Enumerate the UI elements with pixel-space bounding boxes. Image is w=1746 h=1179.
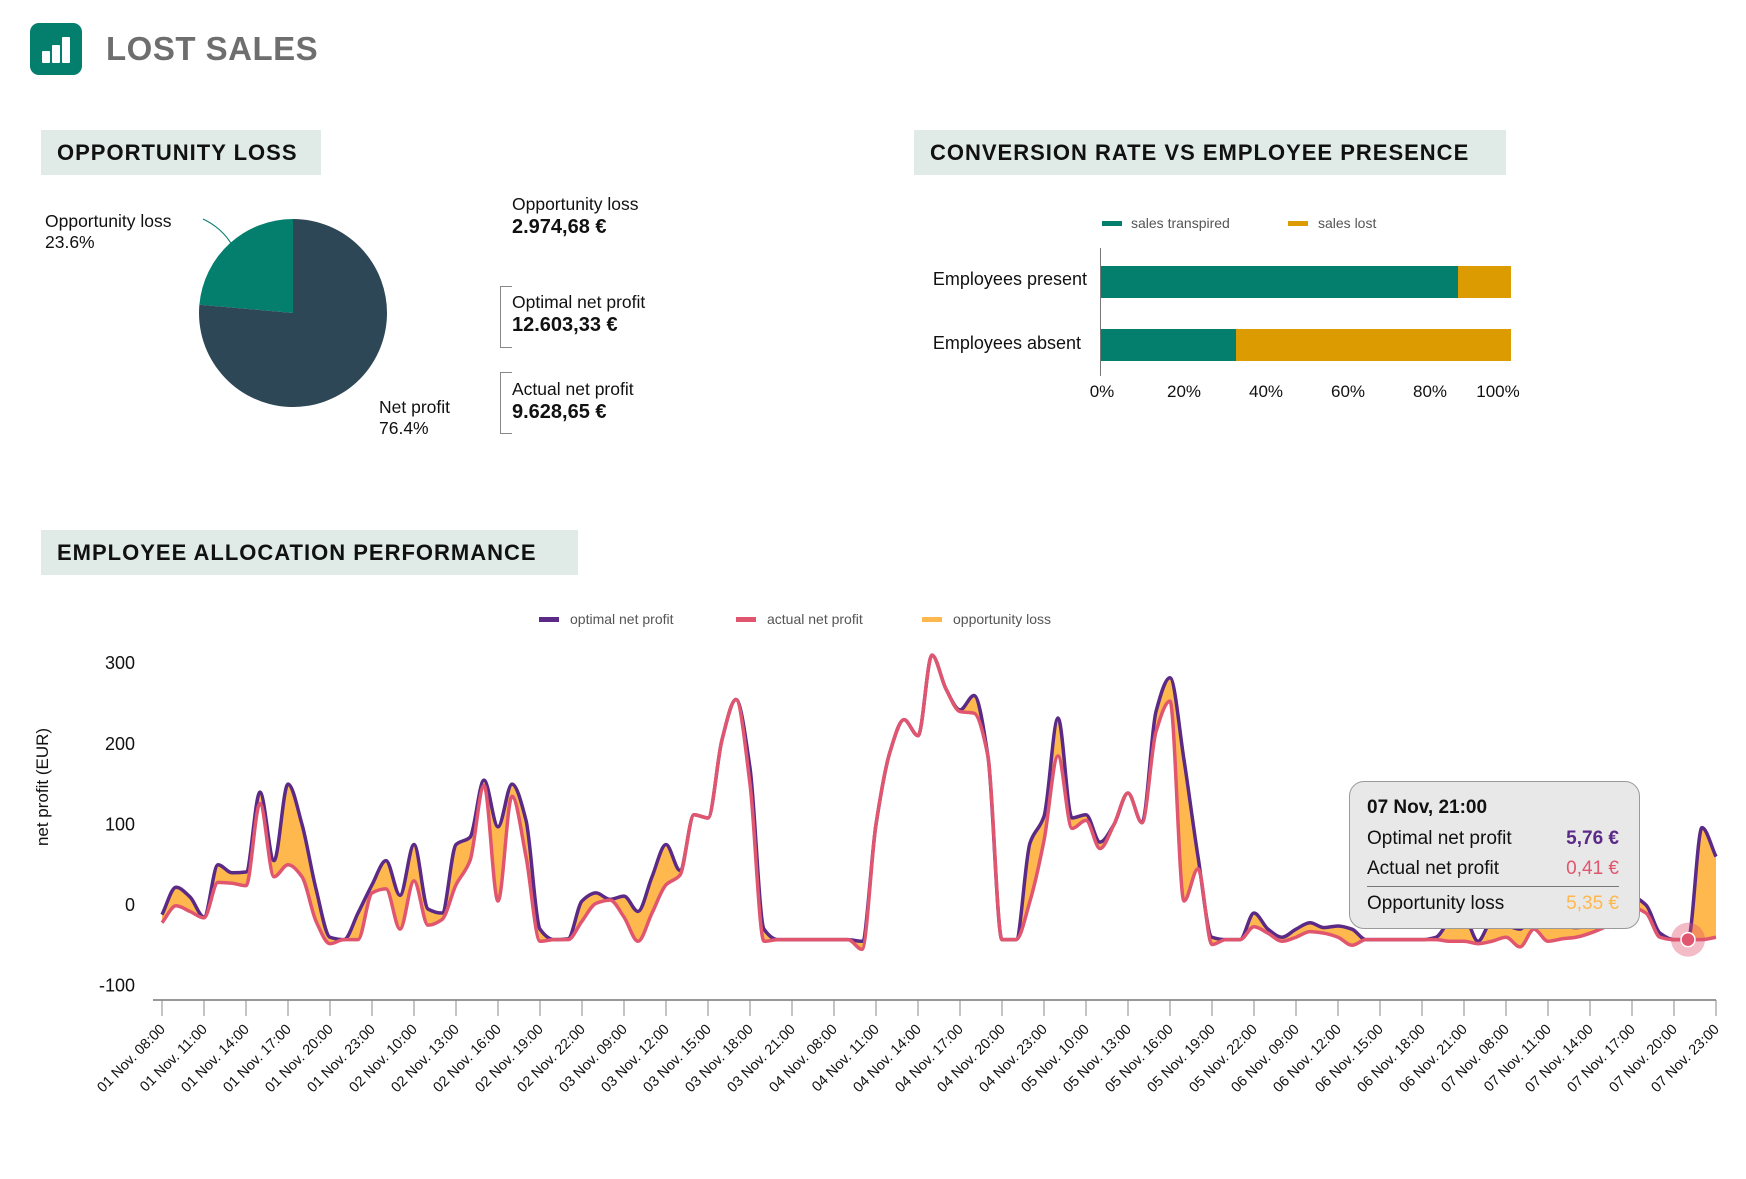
tooltip-value: 0,41 € (1566, 858, 1619, 879)
tooltip-value: 5,76 € (1566, 828, 1619, 849)
bar-lost[interactable] (1457, 266, 1511, 298)
actual-net-profit-line (160, 653, 1717, 952)
y-tick-label: 0 (125, 895, 135, 915)
y-tick-label: 300 (105, 653, 135, 673)
conversion-header: CONVERSION RATE VS EMPLOYEE PRESENCE (914, 130, 1506, 175)
x-tick-label: 100% (1476, 382, 1520, 401)
bar-row-absent (1101, 329, 1511, 361)
legend-marker-loss (922, 617, 942, 622)
legend-loss[interactable]: opportunity loss (953, 611, 1052, 627)
stat-label: Optimal net profit (512, 292, 646, 312)
pie-label-percent: 76.4% (379, 418, 429, 438)
pie-label-name: Net profit (379, 397, 450, 417)
stat-opportunity-loss: Opportunity loss 2.974,68 € (512, 194, 638, 239)
page-title: LOST SALES (106, 30, 319, 67)
bar-lost[interactable] (1236, 329, 1511, 361)
stat-optimal-net-profit: Optimal net profit 12.603,33 € (512, 292, 645, 337)
legend-lost[interactable]: sales lost (1318, 215, 1377, 231)
legend-transpired[interactable]: sales transpired (1131, 215, 1230, 231)
pie-leader-line (202, 218, 233, 246)
x-tick-label: 40% (1248, 382, 1284, 401)
hover-point[interactable] (1680, 931, 1696, 948)
tooltip-divider (1367, 886, 1619, 887)
opportunity-loss-area (162, 655, 1716, 950)
x-tick-label: 0% (1089, 382, 1115, 401)
bracket (500, 372, 512, 434)
stat-value: 12.603,33 € (512, 314, 618, 336)
opportunity-loss-header: OPPORTUNITY LOSS (41, 130, 321, 175)
opportunity-pie-chart (198, 218, 387, 407)
bar-transpired[interactable] (1101, 329, 1237, 361)
tooltip-row-actual: Actual net profit 0,41 € (1367, 854, 1619, 884)
pie-label-opportunity-loss: Opportunity loss 23.6% (45, 211, 171, 253)
y-tick-label: -100 (99, 976, 135, 996)
stat-value: 9.628,65 € (512, 401, 607, 423)
stat-label: Opportunity loss (512, 194, 639, 214)
bracket (500, 286, 512, 348)
x-tick-label: 20% (1166, 382, 1202, 401)
legend-marker-actual (736, 617, 756, 622)
pie-label-percent: 23.6% (45, 232, 95, 252)
chart-tooltip: 07 Nov, 21:00 Optimal net profit 5,76 € A… (1349, 781, 1640, 929)
bar-transpired[interactable] (1101, 266, 1458, 298)
tooltip-title: 07 Nov, 21:00 (1367, 797, 1488, 818)
legend-optimal[interactable]: optimal net profit (570, 611, 674, 627)
legend-marker-optimal (539, 617, 559, 622)
y-tick-label: 200 (105, 734, 135, 754)
category-label: Employees absent (932, 333, 1081, 353)
bar-chart-icon (30, 23, 82, 75)
y-tick-label: 100 (105, 814, 135, 834)
pie-label-net-profit: Net profit 76.4% (379, 397, 450, 439)
bar-row-present (1101, 266, 1511, 298)
bar-axis (1100, 248, 1101, 376)
tooltip-label: Optimal net profit (1367, 828, 1512, 849)
tooltip-label: Actual net profit (1367, 858, 1500, 879)
tooltip-row-loss: Opportunity loss 5,35 € (1367, 889, 1619, 919)
legend-marker-transpired (1102, 221, 1122, 226)
pie-label-name: Opportunity loss (45, 211, 172, 231)
stat-value: 2.974,68 € (512, 216, 607, 238)
allocation-header: EMPLOYEE ALLOCATION PERFORMANCE (41, 530, 578, 575)
tooltip-label: Opportunity loss (1367, 893, 1505, 914)
tooltip-value: 5,35 € (1566, 893, 1619, 914)
stat-label: Actual net profit (512, 379, 634, 399)
x-tick-label: 60% (1330, 382, 1366, 401)
stat-actual-net-profit: Actual net profit 9.628,65 € (512, 379, 634, 424)
legend-marker-lost (1288, 221, 1308, 226)
pie-slice-net-profit[interactable] (198, 219, 387, 407)
pie-slice-opportunity-loss[interactable] (199, 219, 293, 313)
tooltip-row-optimal: Optimal net profit 5,76 € (1367, 824, 1619, 854)
x-tick-label: 80% (1412, 382, 1448, 401)
legend-actual[interactable]: actual net profit (767, 611, 863, 627)
category-label: Employees present (932, 269, 1087, 289)
